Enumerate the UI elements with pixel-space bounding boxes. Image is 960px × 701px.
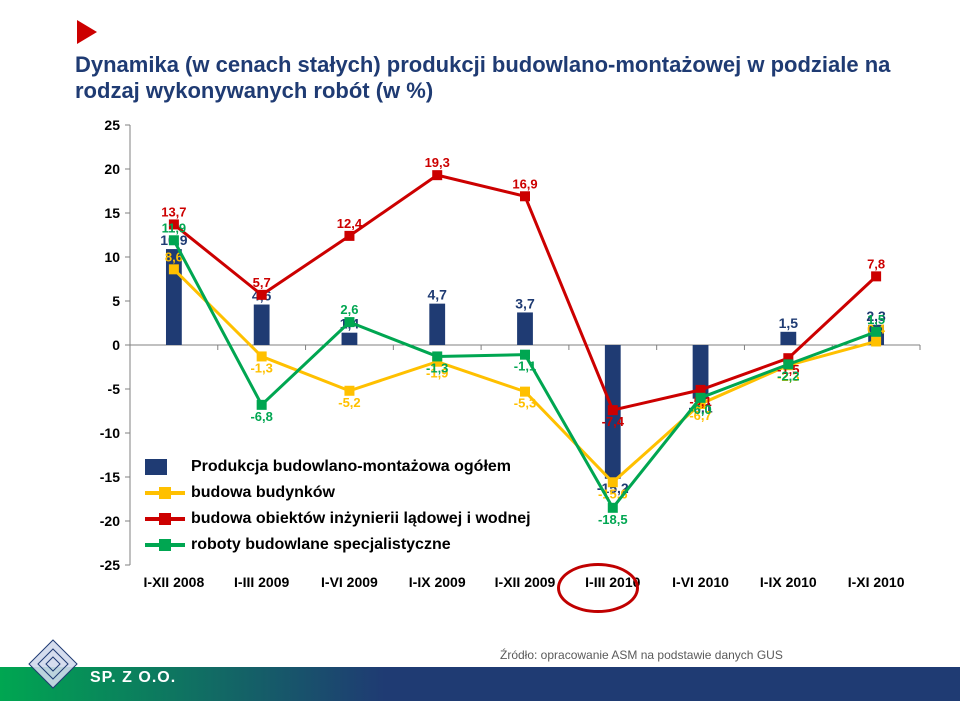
legend-item: roboty budowlane specjalistyczne (145, 532, 531, 558)
y-tick-label: -20 (100, 513, 120, 529)
bar (780, 332, 796, 345)
legend-label: roboty budowlane specjalistyczne (191, 536, 451, 554)
series-marker (257, 290, 267, 300)
bar (254, 305, 270, 345)
legend-swatch (145, 543, 185, 547)
legend-label: budowa obiektów inżynierii lądowej i wod… (191, 510, 531, 528)
legend-label: Produkcja budowlano-montażowa ogółem (191, 458, 511, 476)
footer-logo-icon (26, 637, 80, 691)
x-tick-label: I-VI 2010 (672, 574, 729, 590)
series-label: 5,7 (253, 275, 271, 290)
legend-item: budowa budynków (145, 480, 531, 506)
series-label: -1,1 (514, 359, 536, 374)
series-marker (871, 327, 881, 337)
series-label: -7,4 (602, 414, 625, 429)
x-tick-label: I-III 2009 (234, 574, 289, 590)
legend-swatch (145, 459, 167, 475)
series-marker (169, 235, 179, 245)
series-label: 2,6 (340, 302, 358, 317)
page-title: Dynamika (w cenach stałych) produkcji bu… (75, 18, 935, 104)
legend-item: Produkcja budowlano-montażowa ogółem (145, 454, 531, 480)
y-tick-label: 25 (104, 117, 120, 133)
footer-text: ASM – CENTRUM BADAŃ I ANALIZ RYNKU SP. Z… (90, 579, 177, 687)
chart-legend: Produkcja budowlano-montażowa ogółem budo… (145, 454, 531, 558)
x-tick-label: I-IX 2010 (760, 574, 817, 590)
y-tick-label: -10 (100, 425, 120, 441)
x-tick-label: I-IX 2009 (409, 574, 466, 590)
series-label: -5,3 (514, 396, 536, 411)
series-marker (520, 191, 530, 201)
series-label: -1,3 (250, 360, 272, 375)
series-line (174, 175, 876, 410)
series-marker (871, 336, 881, 346)
series-marker (344, 231, 354, 241)
source-note: Źródło: opracowanie ASM na podstawie dan… (500, 648, 783, 662)
legend-swatch (145, 491, 185, 495)
series-label: -6,0 (689, 402, 711, 417)
bar-label: 1,5 (779, 315, 799, 331)
highlight-ellipse (557, 563, 639, 613)
y-tick-label: 0 (112, 337, 120, 353)
legend-item: budowa obiektów inżynierii lądowej i wod… (145, 506, 531, 532)
bar (517, 312, 533, 345)
legend-swatch (145, 517, 185, 521)
y-tick-label: 20 (104, 161, 120, 177)
y-tick-label: -15 (100, 469, 120, 485)
bar-label: 4,7 (427, 287, 447, 303)
series-marker (432, 170, 442, 180)
series-label: -5,2 (338, 395, 360, 410)
y-tick-label: -5 (108, 381, 121, 397)
y-tick-label: 10 (104, 249, 120, 265)
bar (429, 304, 445, 345)
y-tick-label: 5 (112, 293, 120, 309)
x-tick-label: I-VI 2009 (321, 574, 378, 590)
series-label: 1,5 (867, 312, 885, 327)
y-tick-label: 15 (104, 205, 120, 221)
series-label: -1,3 (426, 360, 448, 375)
bar (342, 333, 358, 345)
series-marker (169, 264, 179, 274)
legend-label: budowa budynków (191, 484, 335, 502)
title-arrow-icon (75, 18, 103, 52)
title-text: Dynamika (w cenach stałych) produkcji bu… (75, 52, 935, 104)
series-label: -18,5 (598, 512, 628, 527)
series-label: 11,9 (162, 220, 187, 235)
series-marker (871, 271, 881, 281)
x-tick-label: I-XI 2010 (848, 574, 905, 590)
series-label: 19,3 (425, 155, 450, 170)
x-tick-label: I-XII 2009 (495, 574, 556, 590)
series-label: -6,8 (250, 409, 272, 424)
series-label: 7,8 (867, 256, 885, 271)
series-label: 16,9 (512, 176, 537, 191)
bar-label: 3,7 (515, 295, 535, 311)
y-tick-label: -25 (100, 557, 120, 573)
series-label: 13,7 (161, 204, 186, 219)
series-label: 12,4 (337, 216, 363, 231)
series-label: -2,2 (777, 368, 799, 383)
series-marker (344, 317, 354, 327)
